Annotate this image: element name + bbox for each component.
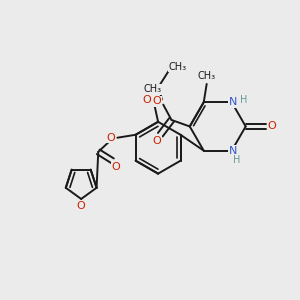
Text: N: N	[229, 146, 237, 156]
Text: CH₃: CH₃	[143, 84, 161, 94]
Text: N: N	[229, 97, 237, 107]
Text: CH₃: CH₃	[198, 71, 216, 81]
Text: H: H	[240, 95, 248, 105]
Text: O: O	[112, 162, 120, 172]
Text: H: H	[233, 155, 241, 165]
Text: O: O	[152, 96, 161, 106]
Text: O: O	[152, 136, 161, 146]
Text: O: O	[77, 201, 85, 211]
Text: O: O	[106, 133, 115, 143]
Text: CH₃: CH₃	[168, 62, 186, 72]
Text: O: O	[268, 122, 277, 131]
Text: O: O	[143, 95, 152, 105]
